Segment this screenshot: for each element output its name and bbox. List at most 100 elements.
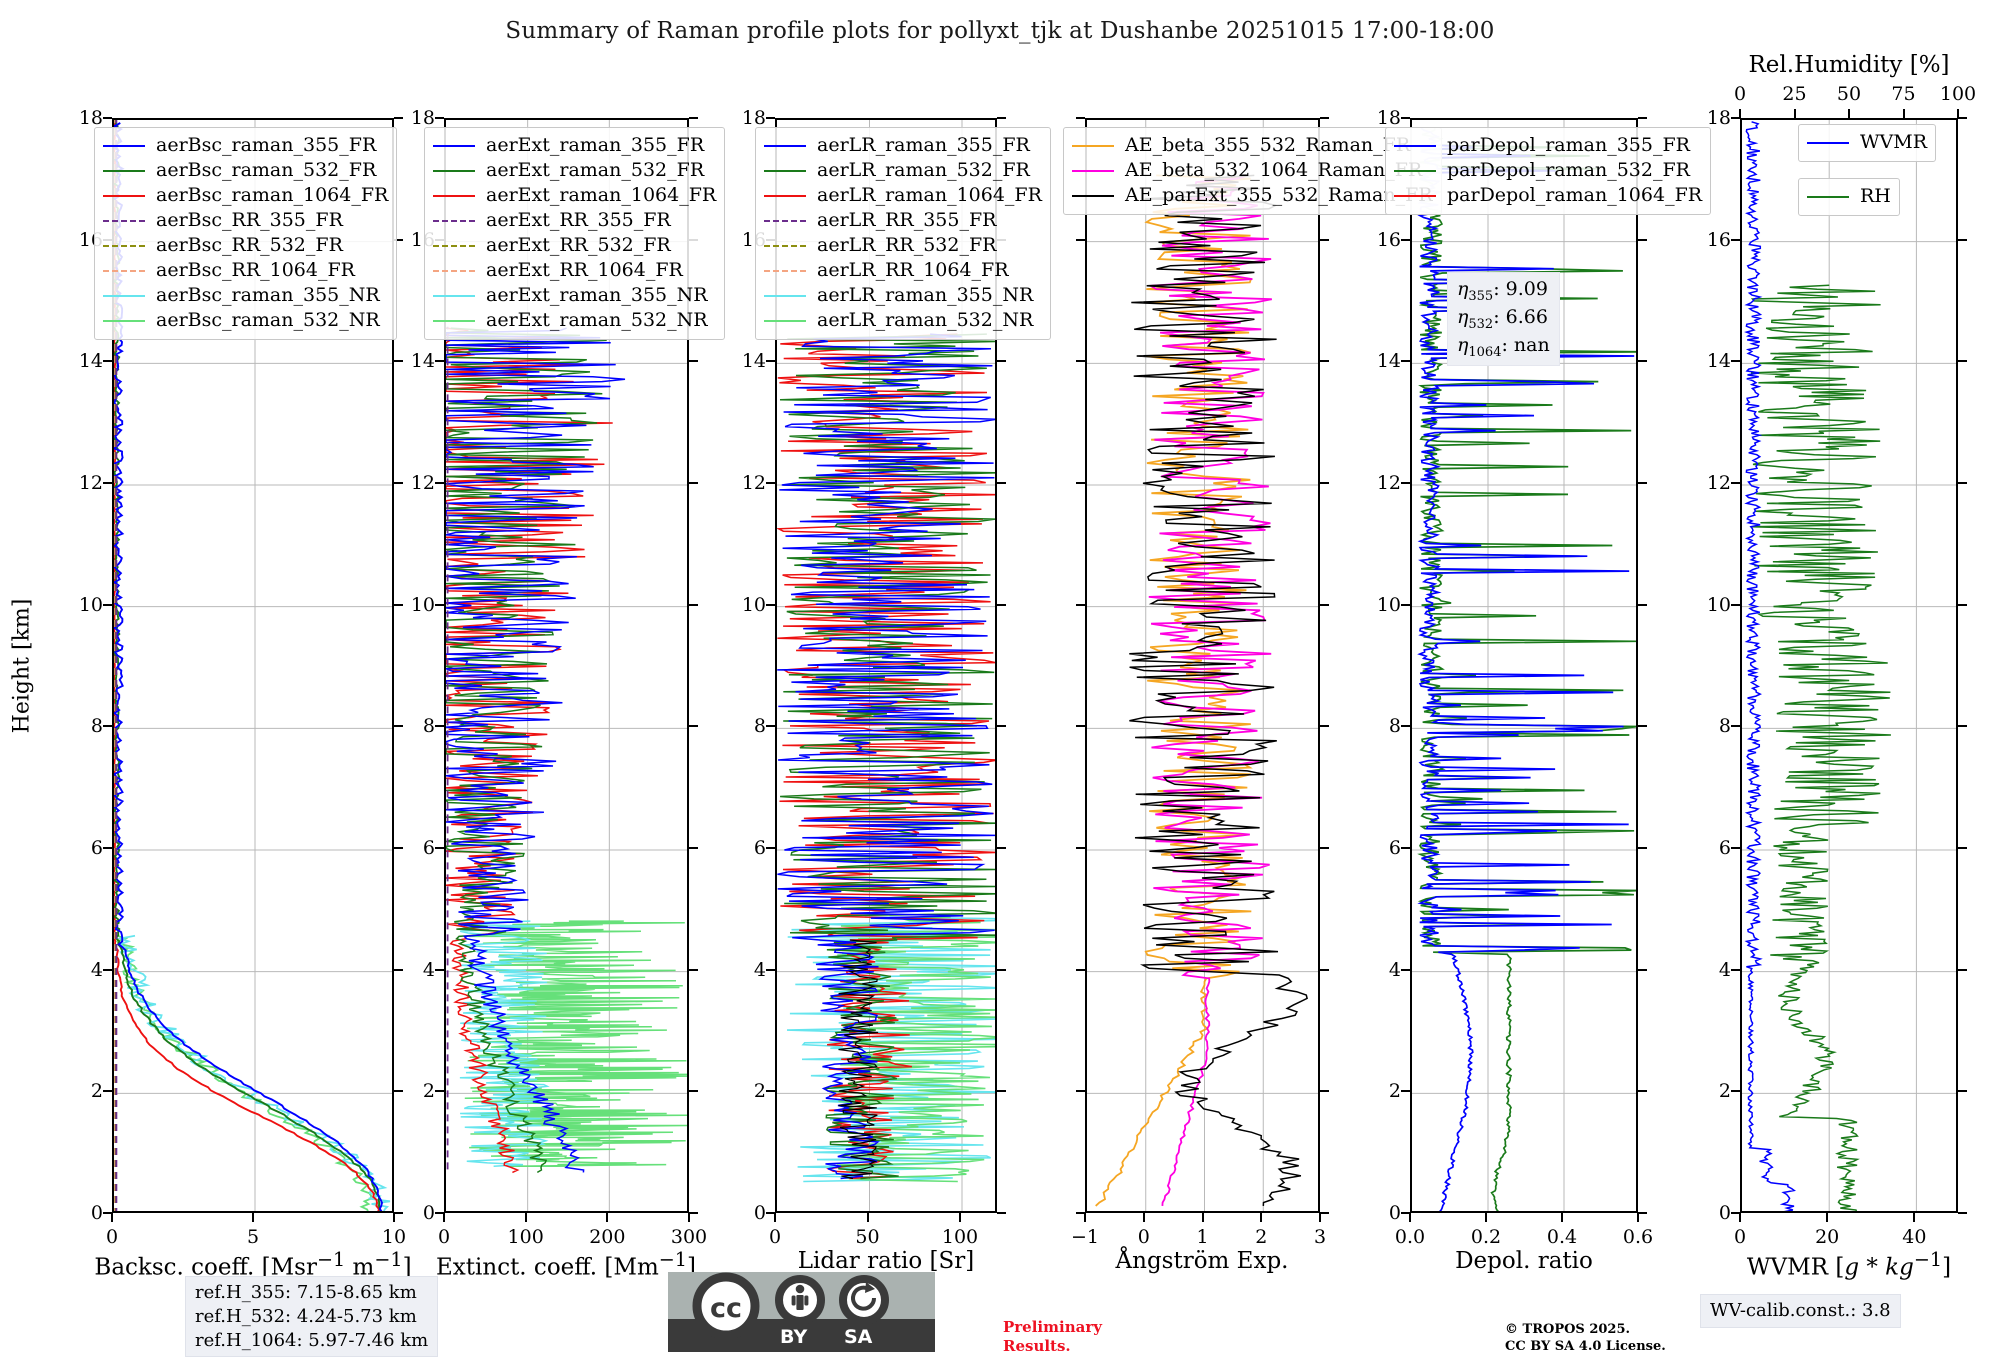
legend-entry[interactable]: aerLR_raman_355_NR bbox=[764, 283, 1042, 308]
x-tick-label: 75 bbox=[1891, 83, 1916, 105]
y-tick-mark bbox=[103, 847, 112, 849]
legend-swatch bbox=[764, 194, 806, 197]
legend-entry[interactable]: aerExt_RR_1064_FR bbox=[433, 258, 716, 283]
x-tick-label: 0.4 bbox=[1546, 1226, 1578, 1248]
plot-area-wvmr[interactable] bbox=[1740, 118, 1958, 1213]
legend-entry[interactable]: aerExt_raman_1064_FR bbox=[433, 183, 716, 208]
y-tick-mark-right bbox=[394, 1090, 403, 1093]
x-tick-label: 0.2 bbox=[1470, 1226, 1502, 1248]
legend-entry[interactable]: aerBsc_raman_532_NR bbox=[103, 308, 388, 333]
legend-label: aerBsc_RR_355_FR bbox=[156, 209, 343, 231]
legend-entry[interactable]: aerExt_raman_355_FR bbox=[433, 133, 716, 158]
ref-height-532: ref.H_532: 4.24-5.73 km bbox=[195, 1305, 417, 1327]
legend-entry[interactable]: aerExt_RR_355_FR bbox=[433, 208, 716, 233]
x-tick-mark bbox=[1739, 109, 1741, 118]
legend-extinction[interactable]: aerExt_raman_355_FR aerExt_raman_532_FR ae… bbox=[424, 127, 726, 340]
legend-entry[interactable]: AE_beta_532_1064_Raman_FR bbox=[1072, 158, 1433, 183]
x-tick-label: 50 bbox=[855, 1226, 880, 1248]
data-series-line bbox=[446, 327, 607, 1174]
y-tick-mark-right bbox=[1320, 360, 1329, 363]
panel-angstrom: −1 0 1 2 3 bbox=[1071, 117, 1329, 1248]
legend-entry[interactable]: aerExt_raman_532_NR bbox=[433, 308, 716, 333]
y-tick-mark-right bbox=[1638, 1212, 1647, 1214]
y-tick-mark-right bbox=[1958, 1212, 1967, 1214]
legend-entry[interactable]: AE_parExt_355_532_Raman_FR bbox=[1072, 183, 1433, 208]
legend-entry[interactable]: aerLR_raman_1064_FR bbox=[764, 183, 1042, 208]
legend-entry[interactable]: aerLR_raman_355_FR bbox=[764, 133, 1042, 158]
cc-license-badge[interactable]: cc BY SA bbox=[668, 1272, 935, 1352]
y-tick-label: 18 bbox=[1376, 107, 1401, 129]
y-tick-mark bbox=[1401, 847, 1410, 849]
y-tick-mark bbox=[103, 360, 112, 363]
person-icon bbox=[791, 1284, 809, 1310]
legend-label: parDepol_raman_532_FR bbox=[1447, 159, 1690, 181]
legend-entry[interactable]: aerBsc_RR_355_FR bbox=[103, 208, 388, 233]
y-tick-label: 2 bbox=[1718, 1080, 1731, 1103]
legend-entry[interactable]: AE_beta_355_532_Raman_FR bbox=[1072, 133, 1433, 158]
legend-entry[interactable]: parDepol_raman_1064_FR bbox=[1394, 183, 1702, 208]
x-tick-mark bbox=[1826, 1213, 1829, 1222]
legend-rh[interactable]: RH bbox=[1798, 178, 1900, 216]
y-tick-mark-right bbox=[689, 725, 698, 728]
legend-swatch bbox=[764, 269, 806, 272]
y-tick-mark bbox=[1731, 968, 1740, 971]
legend-swatch bbox=[764, 319, 806, 322]
legend-swatch bbox=[1072, 144, 1114, 147]
legend-depolarization[interactable]: parDepol_raman_355_FR parDepol_raman_532_… bbox=[1385, 127, 1712, 215]
x-tick-mark bbox=[1201, 1213, 1204, 1222]
legend-entry[interactable]: WVMR bbox=[1807, 130, 1927, 155]
legend-entry[interactable]: aerLR_RR_355_FR bbox=[764, 208, 1042, 233]
legend-entry[interactable]: aerExt_RR_532_FR bbox=[433, 233, 716, 258]
legend-entry[interactable]: aerLR_RR_1064_FR bbox=[764, 258, 1042, 283]
x-tick-label: 1 bbox=[1196, 1226, 1209, 1248]
y-tick-mark bbox=[1731, 1212, 1740, 1214]
x-tick-mark bbox=[1561, 1213, 1563, 1222]
y-tick-mark bbox=[435, 482, 444, 484]
legend-label: AE_beta_532_1064_Raman_FR bbox=[1125, 159, 1423, 181]
legend-entry[interactable]: aerExt_raman_355_NR bbox=[433, 283, 716, 308]
y-tick-mark bbox=[1731, 603, 1740, 606]
legend-entry[interactable]: aerExt_raman_532_FR bbox=[433, 158, 716, 183]
legend-entry[interactable]: aerBsc_raman_1064_FR bbox=[103, 183, 388, 208]
y-tick-mark-right bbox=[997, 1212, 1006, 1214]
legend-entry[interactable]: aerBsc_RR_1064_FR bbox=[103, 258, 388, 283]
y-tick-mark bbox=[1401, 603, 1410, 606]
y-tick-mark-right bbox=[1320, 603, 1329, 606]
y-tick-label: 4 bbox=[90, 958, 103, 981]
legend-wvmr[interactable]: WVMR bbox=[1798, 124, 1937, 162]
legend-entry[interactable]: RH bbox=[1807, 184, 1891, 209]
y-tick-label: 10 bbox=[1706, 593, 1731, 616]
legend-swatch bbox=[1807, 141, 1849, 144]
legend-entry[interactable]: parDepol_raman_355_FR bbox=[1394, 133, 1702, 158]
legend-swatch bbox=[764, 244, 806, 247]
preliminary-line-1: Preliminary bbox=[1003, 1318, 1102, 1336]
legend-entry[interactable]: aerBsc_raman_355_FR bbox=[103, 133, 388, 158]
y-tick-label: 6 bbox=[422, 837, 435, 859]
legend-backscatter[interactable]: aerBsc_raman_355_FR aerBsc_raman_532_FR ae… bbox=[94, 127, 398, 340]
y-tick-mark bbox=[1076, 603, 1085, 606]
legend-label: aerExt_RR_532_FR bbox=[486, 234, 671, 256]
legend-entry[interactable]: aerBsc_raman_355_NR bbox=[103, 283, 388, 308]
y-tick-mark-right bbox=[1638, 603, 1647, 606]
legend-entry[interactable]: aerBsc_raman_532_FR bbox=[103, 158, 388, 183]
y-tick-label: 14 bbox=[1706, 350, 1731, 373]
legend-entry[interactable]: parDepol_raman_532_FR bbox=[1394, 158, 1702, 183]
x-tick-mark bbox=[1142, 1213, 1145, 1222]
legend-angstrom[interactable]: AE_beta_355_532_Raman_FR AE_beta_532_1064… bbox=[1063, 127, 1442, 215]
legend-entry[interactable]: aerLR_raman_532_FR bbox=[764, 158, 1042, 183]
legend-swatch bbox=[1394, 169, 1436, 172]
legend-label: aerBsc_raman_1064_FR bbox=[156, 184, 389, 206]
x-tick-label: 200 bbox=[589, 1226, 626, 1248]
legend-entry[interactable]: aerLR_RR_532_FR bbox=[764, 233, 1042, 258]
tropos-line-2: CC BY SA 4.0 License. bbox=[1505, 1338, 1666, 1354]
plot-area-angstrom[interactable] bbox=[1085, 118, 1320, 1213]
x-tick-mark bbox=[866, 1213, 869, 1222]
svg-text:cc: cc bbox=[710, 1293, 742, 1324]
legend-entry[interactable]: aerLR_raman_532_NR bbox=[764, 308, 1042, 333]
legend-lidar-ratio[interactable]: aerLR_raman_355_FR aerLR_raman_532_FR aerL… bbox=[755, 127, 1051, 340]
y-tick-mark bbox=[103, 117, 112, 119]
legend-swatch bbox=[433, 319, 475, 322]
legend-entry[interactable]: aerBsc_RR_532_FR bbox=[103, 233, 388, 258]
legend-swatch bbox=[103, 294, 145, 297]
y-tick-mark bbox=[1076, 238, 1085, 241]
